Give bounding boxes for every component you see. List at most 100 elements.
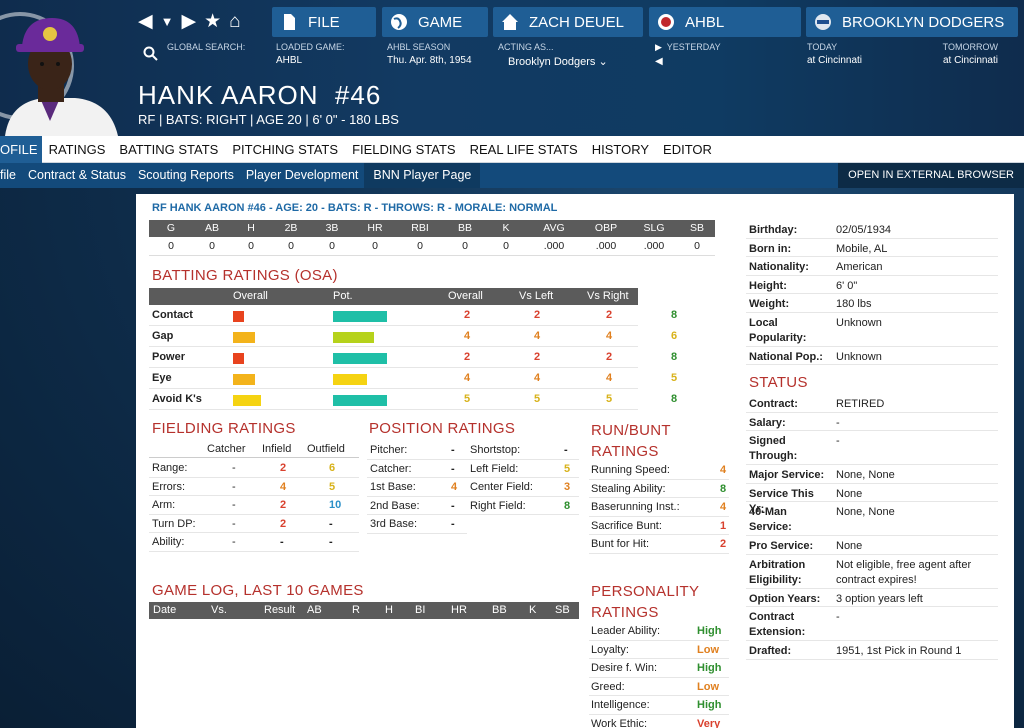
team-button[interactable]: BROOKLYN DODGERS (806, 7, 1018, 37)
today-info: TODAY at Cincinnati (807, 42, 862, 66)
position-row: Left Field: 5 (467, 460, 579, 478)
tab-batting-stats[interactable]: BATTING STATS (119, 141, 219, 157)
personality-row: Desire f. Win: High (589, 659, 729, 678)
position-row: 3rd Base: - (367, 515, 467, 534)
run-bunt-name: Sacrifice Bunt: (591, 519, 662, 532)
sub-tabs: file Contract & Status Scouting Reports … (0, 163, 1024, 188)
position-value: - (564, 444, 568, 456)
rating-pot: 8 (670, 393, 678, 405)
status-value: None (836, 540, 863, 552)
subtab-bnn[interactable]: BNN Player Page (364, 163, 481, 188)
run-bunt-value: 1 (720, 519, 727, 532)
bio-row: Birthday: 02/05/1934 (746, 220, 998, 239)
status-key: Option Years: (749, 592, 821, 605)
personality-value: Low (697, 680, 719, 693)
personality-row: Greed: Low (589, 678, 729, 696)
col-vs-left: Vs Left (519, 290, 554, 302)
player-subtitle: RF | BATS: RIGHT | AGE 20 | 6' 0" - 180 … (138, 112, 399, 127)
stat-value-slg: .000 (643, 240, 665, 252)
fielding-name: Turn DP: (152, 517, 196, 530)
bio-key: Weight: (749, 298, 790, 310)
overall-bar (233, 311, 244, 322)
position-value: 8 (564, 499, 571, 512)
subtab-profile[interactable]: file (0, 168, 16, 182)
league-button[interactable]: AHBL (649, 7, 801, 37)
run-bunt-title-line2: RATINGS (591, 443, 659, 460)
gamelog-col-r: R (352, 604, 360, 616)
fielding-name: Arm: (152, 499, 176, 511)
status-row: Drafted: 1951, 1st Pick in Round 1 (746, 641, 998, 660)
position-row: Shortstop: - (467, 441, 579, 460)
tab-ratings[interactable]: RATINGS (48, 141, 106, 157)
home-icon[interactable]: ⌂ (229, 11, 241, 32)
profile-panel: RF HANK AARON #46 - AGE: 20 - BATS: R - … (136, 194, 1014, 728)
tab-fielding-stats[interactable]: FIELDING STATS (352, 141, 456, 157)
stat-header-bb: BB (457, 222, 472, 234)
status-value: 3 option years left (836, 592, 923, 605)
season-value: Thu. Apr. 8th, 1954 (387, 55, 472, 66)
status-row: Service This Yr: None (746, 484, 998, 515)
rating-vsr: 2 (605, 309, 613, 321)
league-label: AHBL (685, 13, 725, 31)
run-bunt-title-line1: RUN/BUNT (591, 422, 671, 439)
status-row: Major Service: None, None (746, 465, 998, 484)
global-search[interactable]: GLOBAL SEARCH: (140, 42, 270, 68)
tab-pitching-stats[interactable]: PITCHING STATS (232, 141, 339, 157)
subtab-scouting[interactable]: Scouting Reports (137, 168, 234, 182)
col-pot-num: Pot. (663, 290, 683, 302)
run-bunt-name: Baserunning Inst.: (591, 501, 680, 513)
dropdown-icon[interactable]: ▼ (160, 14, 174, 29)
prev-icon[interactable]: ◀ (655, 56, 663, 67)
status-value: - (836, 611, 840, 623)
potential-bar (333, 374, 367, 385)
status-value: - (836, 416, 840, 429)
stat-value-g: 0 (168, 240, 174, 252)
forward-icon[interactable]: ▶ (181, 11, 197, 32)
rating-name: Eye (152, 372, 172, 384)
back-icon[interactable]: ◀ (138, 11, 153, 32)
position-ratings-title: POSITION RATINGS (369, 420, 516, 437)
season-label: AHBL SEASON (387, 42, 451, 52)
run-bunt-title: RUN/BUNT RATINGS (591, 420, 671, 462)
tab-history[interactable]: HISTORY (591, 141, 650, 157)
file-button[interactable]: FILE (272, 7, 376, 37)
open-external-browser-button[interactable]: OPEN IN EXTERNAL BROWSER (838, 163, 1024, 188)
fielding-outfield: 5 (329, 480, 336, 493)
subtab-contract[interactable]: Contract & Status (27, 168, 126, 182)
player-summary: RF HANK AARON #46 - AGE: 20 - BATS: R - … (152, 202, 558, 214)
gamelog-col-ab: AB (307, 604, 322, 616)
run-bunt-row: Stealing Ability: 8 (589, 480, 729, 498)
acting-dropdown[interactable]: Brooklyn Dodgers ⌄ (508, 55, 608, 68)
col-pot: Pot. (333, 290, 353, 302)
batting-ratings-title: BATTING RATINGS (OSA) (152, 267, 338, 284)
position-name: 2nd Base: (370, 499, 420, 512)
run-bunt-name: Running Speed: (591, 464, 670, 476)
stat-value-3b: 0 (329, 240, 335, 252)
bio-row: Nationality: American (746, 257, 998, 276)
bio-value: 6' 0" (836, 279, 858, 292)
tab-editor[interactable]: EDITOR (663, 141, 712, 157)
tab-profile[interactable]: OFILE (0, 135, 42, 163)
position-value: - (451, 499, 455, 512)
potential-bar (333, 353, 388, 364)
acting-value: Brooklyn Dodgers (508, 56, 596, 68)
stat-value-h: 0 (248, 240, 254, 252)
personality-row: Loyalty: Low (589, 641, 729, 659)
yesterday-label[interactable]: YESTERDAY (666, 42, 721, 52)
potential-bar (333, 332, 374, 343)
search-label: GLOBAL SEARCH: (167, 42, 246, 52)
col-outfield: Outfield (307, 443, 345, 455)
star-icon[interactable]: ★ (204, 11, 222, 32)
game-button[interactable]: GAME (382, 7, 488, 37)
rating-overall: 2 (463, 351, 471, 363)
play-icon[interactable]: ▶ (655, 42, 662, 52)
status-row: 40-Man Service: None, None (746, 502, 998, 536)
main-tabs: OFILE RATINGS BATTING STATS PITCHING STA… (0, 135, 1024, 163)
rating-vsr: 2 (605, 351, 613, 363)
tab-real-life-stats[interactable]: REAL LIFE STATS (469, 141, 578, 157)
position-name: 3rd Base: (370, 518, 418, 530)
stat-header-rbi: RBI (411, 222, 429, 234)
stat-header-ab: AB (204, 222, 219, 234)
manager-button[interactable]: ZACH DEUEL (493, 7, 643, 37)
subtab-development[interactable]: Player Development (245, 168, 359, 182)
